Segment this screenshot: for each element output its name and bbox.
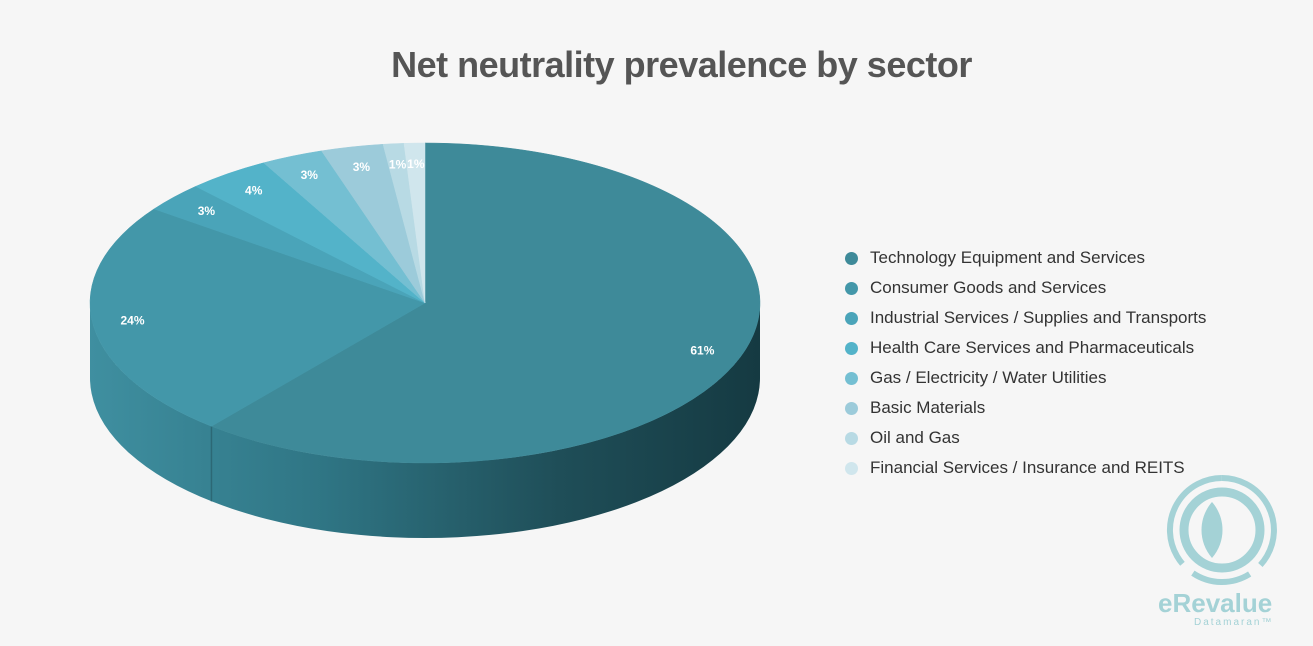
legend-swatch xyxy=(845,401,858,415)
chart-title: Net neutrality prevalence by sector xyxy=(391,44,972,85)
legend-label: Gas / Electricity / Water Utilities xyxy=(870,368,1107,387)
pie-slice-2 xyxy=(89,208,426,427)
brand-tagline: Datamaran™ xyxy=(1194,617,1273,628)
legend-item-7: Oil and Gas xyxy=(845,423,1206,453)
legend-swatch xyxy=(845,341,858,355)
pie-slice-label-8: 1% xyxy=(407,157,425,171)
pie-slice-label-6: 3% xyxy=(353,160,371,174)
pie-slice-label-4: 4% xyxy=(245,183,263,197)
pie-slice-8 xyxy=(403,142,426,304)
datamaran-logo-icon xyxy=(1166,475,1277,585)
legend-swatch xyxy=(845,371,858,385)
brand-logo: eRevalue Datamaran™ xyxy=(1158,475,1277,628)
pie-slices xyxy=(89,142,761,464)
pie-slice-label-7: 1% xyxy=(389,157,407,171)
legend-item-1: Technology Equipment and Services xyxy=(845,243,1206,273)
legend-label: Consumer Goods and Services xyxy=(870,278,1107,297)
legend-label: Oil and Gas xyxy=(870,428,960,447)
pie-slice-1 xyxy=(210,142,761,464)
chart-legend: Technology Equipment and Services Consume… xyxy=(845,243,1206,483)
pie-slice-label-2: 24% xyxy=(121,314,145,328)
legend-swatch xyxy=(845,461,858,475)
pie-slice-label-1: 61% xyxy=(690,344,714,358)
pie-chart: 61% 24% 3% 4% 3% 3% 1% 1% xyxy=(89,142,761,538)
legend-label: Financial Services / Insurance and REITS xyxy=(870,458,1185,477)
legend-item-2: Consumer Goods and Services xyxy=(845,273,1206,303)
legend-label: Health Care Services and Pharmaceuticals xyxy=(870,338,1195,357)
legend-label: Basic Materials xyxy=(870,398,986,417)
legend-item-3: Industrial Services / Supplies and Trans… xyxy=(845,303,1206,333)
legend-item-6: Basic Materials xyxy=(845,393,1206,423)
pie-side-wall xyxy=(90,303,760,538)
legend-swatch xyxy=(845,311,858,325)
pie-labels: 61% 24% 3% 4% 3% 3% 1% 1% xyxy=(121,157,715,358)
legend-swatch xyxy=(845,281,858,295)
legend-item-8: Financial Services / Insurance and REITS xyxy=(845,453,1206,483)
legend-swatch xyxy=(845,431,858,445)
legend-label: Industrial Services / Supplies and Trans… xyxy=(870,308,1207,327)
pie-side-walls xyxy=(90,303,760,538)
brand-name: eRevalue xyxy=(1158,588,1272,618)
pie-slice-label-5: 3% xyxy=(301,168,319,182)
legend-item-4: Health Care Services and Pharmaceuticals xyxy=(845,333,1206,363)
pie-slice-label-3: 3% xyxy=(198,204,216,218)
legend-label: Technology Equipment and Services xyxy=(870,248,1145,267)
legend-item-5: Gas / Electricity / Water Utilities xyxy=(845,363,1206,393)
legend-swatch xyxy=(845,251,858,265)
